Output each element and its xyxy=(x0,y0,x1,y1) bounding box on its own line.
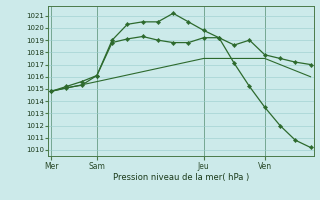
X-axis label: Pression niveau de la mer( hPa ): Pression niveau de la mer( hPa ) xyxy=(113,173,249,182)
